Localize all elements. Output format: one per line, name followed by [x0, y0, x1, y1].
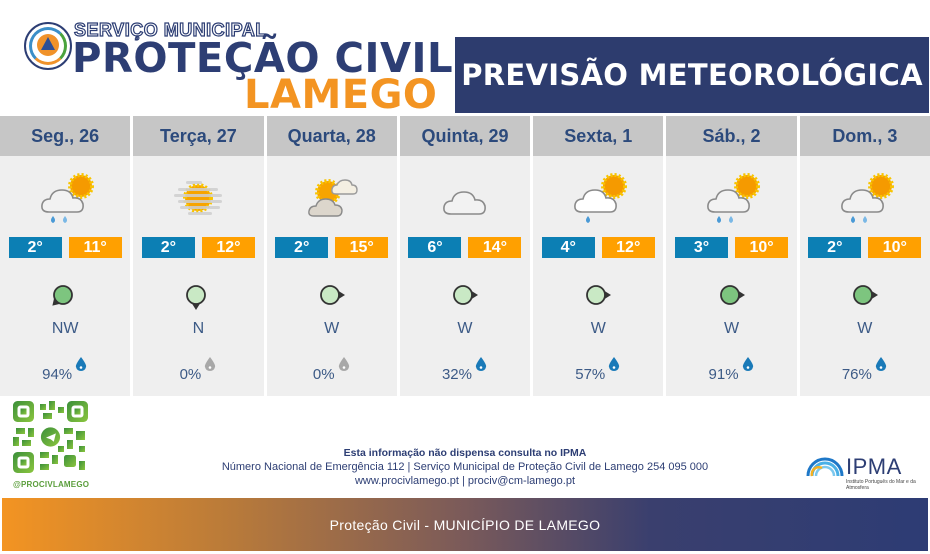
day-label: Terça, 27 — [133, 116, 264, 156]
raindrop-icon — [474, 356, 488, 372]
day-column: Quinta, 29 6° 14° W 32% — [399, 116, 531, 396]
temp-max: 10° — [868, 237, 922, 258]
footer-info: @PROCIVLAMEGO Esta informação não dispen… — [0, 396, 930, 496]
brand-title: PROTEÇÃO CIVIL — [72, 34, 454, 82]
precipitation-probability: 76% — [841, 366, 872, 383]
day-column: Quarta, 28 2° 15° W 0% — [266, 116, 397, 396]
footer-bar-text: Proteção Civil - MUNICÍPIO DE LAMEGO — [329, 516, 601, 533]
wind-direction-icon — [181, 280, 215, 310]
precipitation-probability: 0% — [179, 366, 202, 383]
qr-code-icon[interactable] — [13, 401, 88, 473]
day-column: Seg., 26 2° 11° NW 94% — [0, 116, 131, 396]
temp-min: 2° — [808, 237, 862, 258]
wind-direction-icon — [715, 280, 749, 310]
day-label: Quinta, 29 — [399, 116, 531, 156]
social-handle: @PROCIVLAMEGO — [13, 480, 90, 489]
forecast-grid: Seg., 26 2° 11° NW 94% Terça, 27 2° 12° … — [0, 116, 930, 396]
raindrop-icon — [203, 356, 217, 372]
wind-direction-label: W — [857, 320, 873, 337]
brand-city: LAMEGO — [244, 72, 438, 118]
raindrop-icon — [337, 356, 351, 372]
disclaimer-text: Esta informação não dispensa consulta no… — [343, 447, 587, 459]
precipitation-probability: 91% — [708, 366, 739, 383]
precipitation: 0% — [267, 356, 397, 383]
wind-direction-label: NW — [51, 320, 79, 337]
precipitation: 0% — [133, 356, 263, 383]
sun-clouds-icon — [300, 168, 364, 228]
temp-min: 3° — [675, 237, 729, 258]
day-label: Sexta, 1 — [533, 116, 664, 156]
temp-max: 14° — [468, 237, 522, 258]
temperature-range: 4° 12° — [533, 237, 663, 258]
precipitation-probability: 32% — [441, 366, 472, 383]
day-label: Seg., 26 — [0, 116, 131, 156]
footer-bar: Proteção Civil - MUNICÍPIO DE LAMEGO — [2, 498, 928, 551]
temp-max: 12° — [601, 237, 655, 258]
precipitation-probability: 57% — [575, 366, 606, 383]
day-column: Sáb., 2 3° 10° W 91% — [666, 116, 797, 396]
wind-direction-icon — [448, 280, 482, 310]
precipitation: 32% — [400, 356, 530, 383]
day-column: Terça, 27 2° 12° N 0% — [133, 116, 264, 396]
civil-protection-emblem-icon — [24, 22, 72, 70]
website-email-link[interactable]: www.procivlamego.pt | prociv@cm-lamego.p… — [354, 475, 576, 487]
wind-direction-label: W — [723, 320, 740, 337]
temp-max: 10° — [735, 237, 789, 258]
wind-direction-label: W — [457, 320, 473, 337]
precipitation-probability: 94% — [42, 366, 73, 383]
temperature-range: 2° 11° — [0, 237, 130, 258]
temperature-range: 3° 10° — [666, 237, 796, 258]
raindrop-icon — [874, 356, 888, 372]
sun-cloud-rain-icon — [33, 168, 97, 228]
day-column: Dom., 3 2° 10° W 76% — [799, 116, 930, 396]
raindrop-icon — [607, 356, 621, 372]
ipma-subtitle: Instituto Português do Mar e da Atmosfer… — [846, 479, 916, 491]
precipitation: 94% — [0, 356, 130, 383]
fog-sun-icon — [166, 168, 230, 228]
temp-min: 2° — [141, 237, 195, 258]
raindrop-icon — [741, 356, 755, 372]
precipitation-probability: 0% — [312, 366, 335, 383]
day-label: Sáb., 2 — [666, 116, 797, 156]
ipma-arc-icon — [806, 457, 844, 477]
temperature-range: 2° 10° — [800, 237, 930, 258]
brand-subtitle: SERVIÇO MUNICIPAL — [73, 19, 267, 40]
temp-min: 6° — [408, 237, 462, 258]
temperature-range: 2° 12° — [133, 237, 263, 258]
raindrop-icon — [74, 356, 88, 372]
emergency-phone-text: Número Nacional de Emergência 112 | Serv… — [221, 461, 709, 473]
cloud-icon — [433, 168, 497, 228]
day-label: Dom., 3 — [799, 116, 930, 156]
temp-max: 11° — [68, 237, 122, 258]
header: SERVIÇO MUNICIPAL PROTEÇÃO CIVIL LAMEGO … — [0, 0, 930, 118]
temp-max: 15° — [335, 237, 389, 258]
temperature-range: 2° 15° — [267, 237, 397, 258]
wind-direction-label: W — [590, 320, 606, 337]
temperature-range: 6° 14° — [400, 237, 530, 258]
temp-min: 2° — [275, 237, 329, 258]
precipitation: 57% — [533, 356, 663, 383]
wind-direction-label: N — [192, 320, 205, 337]
sun-cloud-rain-icon — [699, 168, 763, 228]
temp-min: 4° — [541, 237, 595, 258]
precipitation: 91% — [666, 356, 796, 383]
day-label: Quarta, 28 — [266, 116, 397, 156]
page-title: PREVISÃO METEOROLÓGICA — [461, 58, 923, 92]
temp-max: 12° — [201, 237, 255, 258]
wind-direction-icon — [581, 280, 615, 310]
ipma-name: IPMA — [846, 454, 902, 479]
wind-direction-icon — [848, 280, 882, 310]
day-column: Sexta, 1 4° 12° W 57% — [533, 116, 664, 396]
wind-direction-icon — [48, 280, 82, 310]
ipma-logo: IPMA Instituto Português do Mar e da Atm… — [806, 454, 916, 494]
temp-min: 2° — [8, 237, 62, 258]
wind-direction-icon — [315, 280, 349, 310]
page-title-box: PREVISÃO METEOROLÓGICA — [455, 37, 929, 113]
precipitation: 76% — [800, 356, 930, 383]
wind-direction-label: W — [324, 320, 340, 337]
contact-info: Esta informação não dispensa consulta no… — [190, 446, 740, 488]
sun-cloud-drizzle-icon — [566, 168, 630, 228]
sun-cloud-rain-icon — [833, 168, 897, 228]
